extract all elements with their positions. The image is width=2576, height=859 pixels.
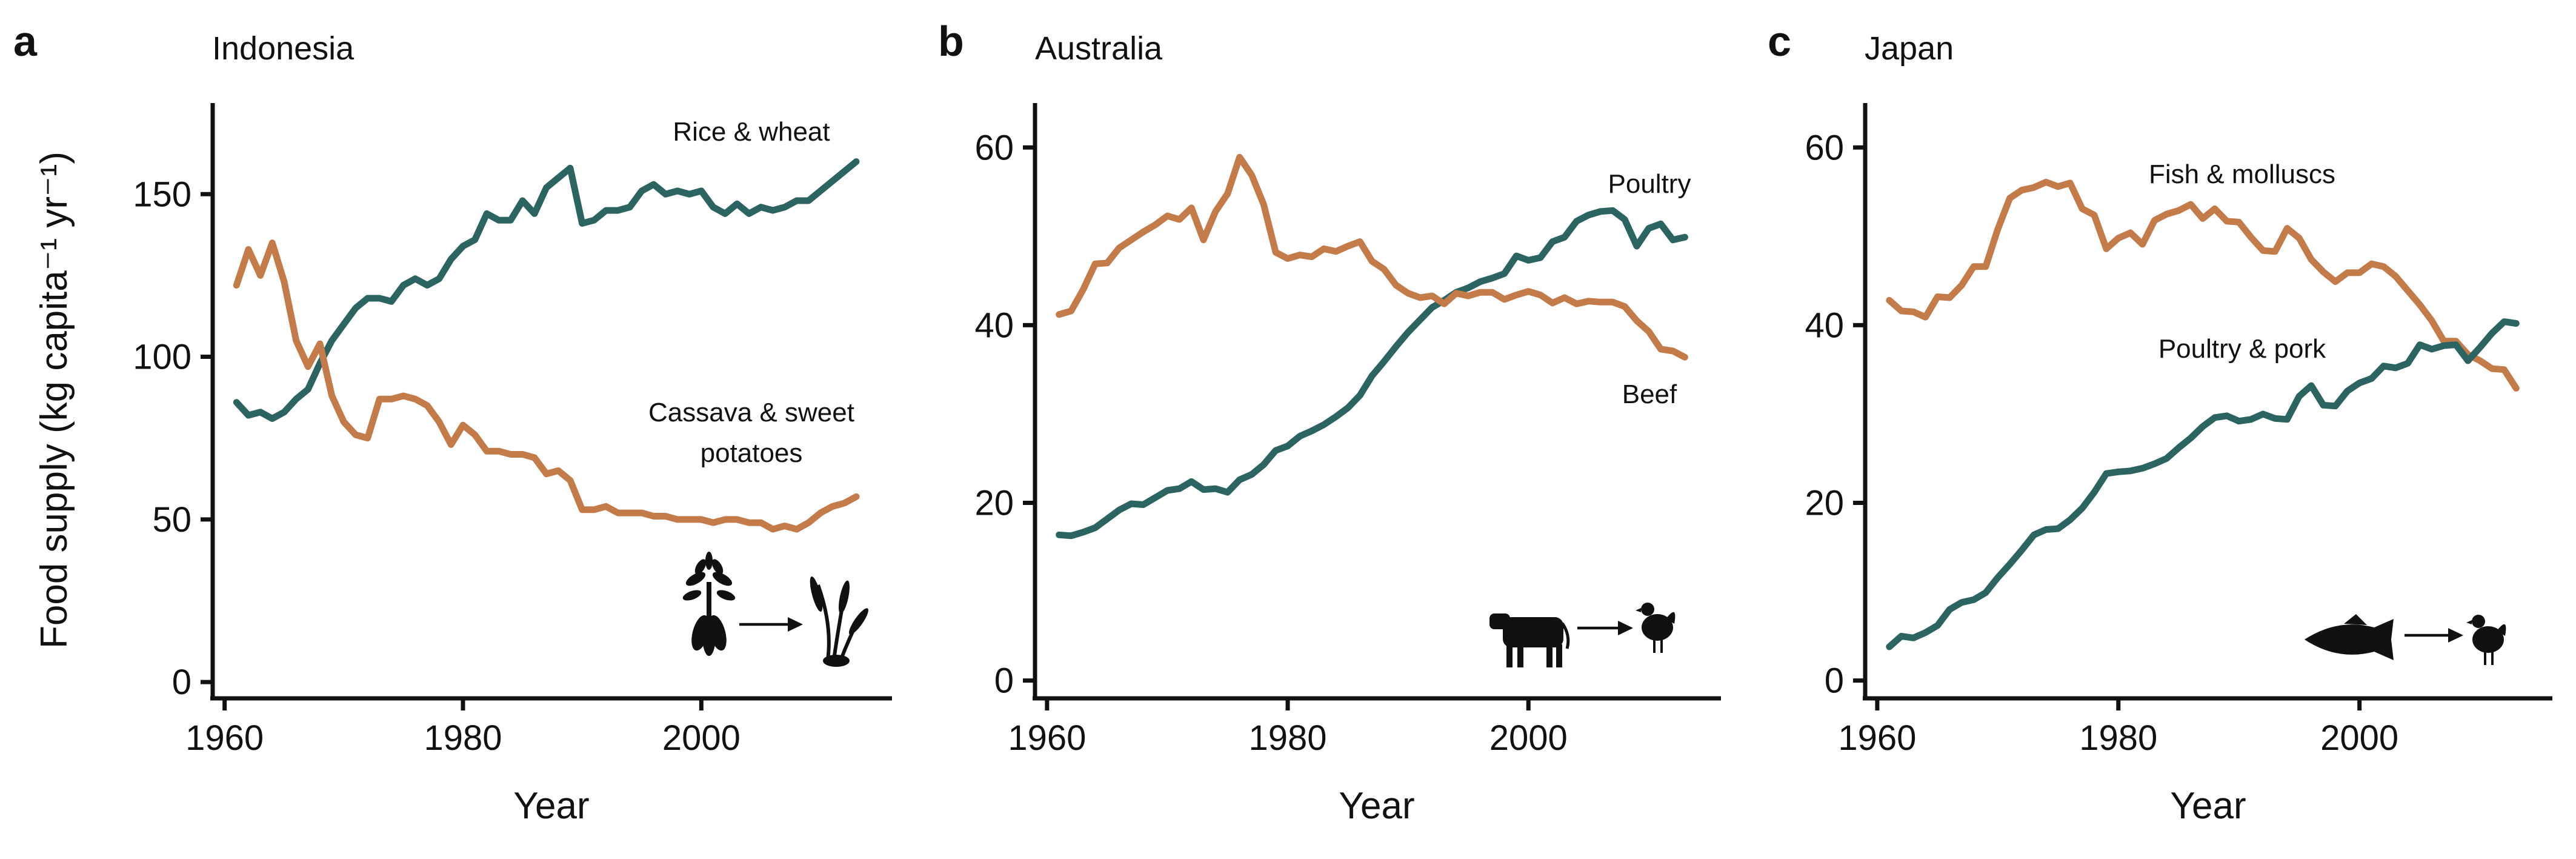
x-tick-label: 2000: [662, 718, 741, 758]
chicken-icon: [2466, 615, 2506, 665]
series-line-beef: [1056, 153, 1688, 361]
series-line-cassava-sweet-potatoes: [233, 239, 860, 533]
x-tick-label: 1980: [424, 718, 502, 758]
panel-japan: c Japan 1960 1980 2000 0 20 40 60 Year Fish & …: [1768, 18, 2552, 827]
arrow-icon: [2405, 628, 2463, 643]
x-tick-label: 1960: [1008, 718, 1086, 758]
series-group: [1886, 178, 2520, 650]
y-tick-label: 40: [974, 306, 1014, 345]
series-label-beef: Beef: [1622, 379, 1677, 409]
series-line-poultry: [1056, 207, 1688, 540]
x-tick-label: 1980: [2079, 718, 2157, 758]
series-group: [233, 158, 860, 533]
series-label-rice-wheat: Rice & wheat: [673, 117, 830, 147]
x-tick-label: 1960: [185, 718, 264, 758]
chicken-icon: [1636, 603, 1676, 653]
y-tick-label: 100: [133, 338, 191, 377]
y-tick-label: 150: [133, 175, 191, 214]
panel-australia: b Australia 1960 1980 2000 0 20 40 60 Year Pou…: [938, 18, 1721, 827]
tick-group: 1960 1980 2000 0 50 100 150: [133, 175, 741, 758]
y-tick-label: 0: [1825, 661, 1844, 701]
panel-letter: a: [13, 18, 38, 65]
series-line-fish-molluscs: [1886, 178, 2520, 392]
x-tick-label: 1980: [1249, 718, 1327, 758]
y-tick-label: 0: [172, 663, 191, 702]
panel-title: Indonesia: [212, 30, 354, 67]
series-label-fish: Fish & molluscs: [2149, 159, 2335, 189]
panel-indonesia: a Indonesia 1960 1980 2000 0 50 100 150 Year R…: [13, 18, 892, 827]
series-label-cassava-line1: Cassava & sweet: [648, 398, 854, 427]
y-tick-label: 60: [974, 128, 1014, 167]
series-label-poultry: Poultry: [1608, 169, 1691, 199]
fish-icon: [2305, 614, 2394, 660]
y-axis-title: Food supply (kg capita⁻¹ yr⁻¹): [33, 152, 75, 649]
series-group: [1056, 153, 1688, 540]
x-axis-title: Year: [513, 785, 589, 827]
panel-title: Japan: [1865, 30, 1954, 67]
y-tick-label: 20: [974, 484, 1014, 523]
arrow-icon: [1577, 621, 1633, 635]
y-tick-label: 40: [1805, 306, 1844, 345]
x-tick-label: 2000: [2320, 718, 2398, 758]
x-tick-label: 2000: [1489, 718, 1568, 758]
tick-group: 1960 1980 2000 0 20 40 60: [1805, 128, 2398, 758]
panel-letter: b: [938, 18, 964, 65]
panel-letter: c: [1768, 18, 1791, 65]
cassava-plant-icon: [682, 552, 736, 656]
y-tick-label: 50: [152, 500, 191, 540]
series-line-rice-wheat: [233, 158, 860, 422]
x-tick-label: 1960: [1838, 718, 1916, 758]
series-line-poultry-pork: [1886, 318, 2520, 650]
y-tick-label: 60: [1805, 128, 1844, 167]
y-tick-label: 20: [1805, 484, 1844, 523]
series-label-cassava-line2: potatoes: [701, 438, 803, 468]
y-tick-label: 0: [994, 661, 1014, 701]
series-label-poultry-pork: Poultry & pork: [2158, 334, 2326, 364]
x-axis-title: Year: [2170, 785, 2246, 827]
cow-icon: [1489, 613, 1570, 667]
tick-group: 1960 1980 2000 0 20 40 60: [974, 128, 1567, 758]
panel-title: Australia: [1035, 30, 1163, 67]
wheat-icon: [810, 576, 868, 667]
x-axis-title: Year: [1339, 785, 1414, 827]
arrow-icon: [739, 617, 803, 632]
